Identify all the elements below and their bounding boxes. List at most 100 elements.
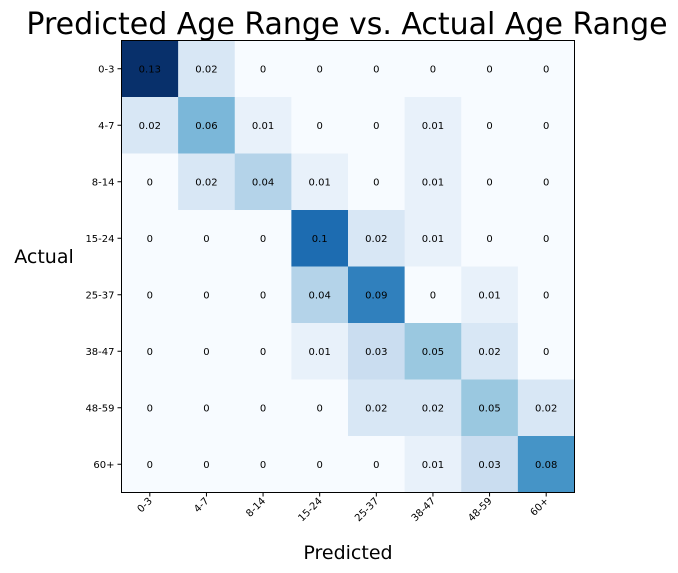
heatmap-cell	[291, 323, 349, 380]
cell-value-label: 0.13	[139, 64, 161, 75]
cell-value-label: 0	[147, 290, 153, 301]
x-tick-label: 8-14	[244, 496, 268, 520]
cell-value-label: 0	[147, 234, 153, 245]
y-tick-label: 25-37	[85, 290, 114, 301]
cell-value-label: 0.03	[478, 460, 500, 471]
y-axis-ticks: 0-3 4-7 8-14 15-24 25-37 38-47 48-59 60+	[85, 64, 122, 471]
cell-value-label: 0.05	[422, 347, 444, 358]
heatmap-cell	[461, 266, 519, 324]
y-tick-label: 15-24	[85, 234, 114, 245]
y-tick-label: 60+	[93, 460, 114, 471]
cell-value-label: 0.02	[195, 64, 217, 75]
heatmap-cell	[517, 40, 575, 98]
x-tick-label: 38-47	[410, 496, 438, 524]
x-tick-label: 15-24	[296, 496, 324, 524]
heatmap-cell	[348, 266, 406, 324]
heatmap-cell	[234, 153, 292, 211]
cell-value-label: 0.01	[422, 177, 444, 188]
cell-value-label: 0.03	[365, 347, 387, 358]
heatmap-cell	[461, 210, 519, 267]
x-axis-label: Predicted	[303, 542, 392, 564]
cell-value-label: 0	[147, 460, 153, 471]
x-tick-label: 0-3	[136, 496, 155, 515]
plot-frame	[121, 40, 575, 493]
cell-value-label: 0	[260, 403, 266, 414]
heatmap-cell	[234, 323, 292, 380]
heatmap-cell	[121, 323, 179, 380]
cell-value-label: 0.02	[365, 234, 387, 245]
heatmap-cell	[291, 379, 349, 437]
heatmap-cell	[121, 40, 179, 98]
y-tick-label: 0-3	[98, 64, 114, 75]
heatmap-cell	[121, 210, 179, 267]
cell-value-label: 0.01	[309, 347, 331, 358]
cell-value-label: 0.01	[478, 290, 500, 301]
heatmap-cell	[121, 97, 179, 154]
cell-value-label: 0	[203, 234, 209, 245]
cell-value-label: 0	[260, 460, 266, 471]
cell-value-label: 0.06	[195, 121, 217, 132]
heatmap-cells	[121, 40, 575, 493]
cell-value-label: 0	[486, 234, 492, 245]
cell-value-label: 0	[203, 347, 209, 358]
cell-value-label: 0.09	[365, 290, 387, 301]
cell-value-label: 0.02	[139, 121, 161, 132]
x-tick-label: 4-7	[192, 496, 211, 515]
cell-value-label: 0.01	[422, 234, 444, 245]
heatmap-cell	[517, 97, 575, 154]
cell-value-label: 0	[373, 177, 379, 188]
x-tick-label: 25-37	[353, 496, 381, 524]
heatmap-cell	[404, 153, 462, 211]
cell-value-label: 0	[486, 121, 492, 132]
y-tick-label: 38-47	[85, 347, 114, 358]
cell-value-label: 0	[486, 177, 492, 188]
cell-value-label: 0.01	[422, 121, 444, 132]
heatmap-cell	[461, 153, 519, 211]
heatmap-cell	[178, 323, 236, 380]
cell-value-label: 0	[543, 121, 549, 132]
y-tick-label: 4-7	[98, 121, 114, 132]
heatmap-cell	[178, 40, 236, 98]
cell-value-label: 0.08	[535, 460, 557, 471]
heatmap-cell	[348, 436, 406, 493]
heatmap-cell	[517, 379, 575, 437]
cell-value-label: 0.02	[478, 347, 500, 358]
cell-value-label: 0.04	[252, 177, 274, 188]
heatmap-cell	[291, 210, 349, 267]
heatmap-cell	[404, 97, 462, 154]
heatmap-cell	[121, 266, 179, 324]
heatmap-cell	[291, 266, 349, 324]
cell-value-label: 0	[543, 347, 549, 358]
cell-value-label: 0	[260, 64, 266, 75]
chart-title: Predicted Age Range vs. Actual Age Range	[26, 7, 667, 42]
cell-value-label: 0.02	[422, 403, 444, 414]
heatmap-cell	[234, 436, 292, 493]
cell-value-label: 0	[543, 290, 549, 301]
heatmap-cell	[461, 436, 519, 493]
cell-value-label: 0.01	[309, 177, 331, 188]
heatmap-cell	[291, 97, 349, 154]
cell-value-label: 0	[260, 347, 266, 358]
cell-value-label: 0	[543, 64, 549, 75]
cell-value-label: 0	[317, 403, 323, 414]
heatmap-cell	[517, 266, 575, 324]
heatmap-cell-labels: 0.13 0.02 0 0 0 0 0 0 0.02 0.06 0.01 0 0 0.01 0 0 0 0.02 0…	[139, 64, 558, 471]
heatmap-cell	[404, 40, 462, 98]
heatmap-cell	[404, 323, 462, 380]
heatmap-cell	[348, 379, 406, 437]
x-tick-label: 48-59	[466, 496, 494, 524]
heatmap-cell	[234, 40, 292, 98]
y-tick-label: 8-14	[92, 177, 115, 188]
cell-value-label: 0	[373, 121, 379, 132]
heatmap-cell	[178, 210, 236, 267]
heatmap-cell	[291, 153, 349, 211]
heatmap-cell	[404, 436, 462, 493]
heatmap-cell	[348, 153, 406, 211]
cell-value-label: 0	[543, 177, 549, 188]
cell-value-label: 0.05	[478, 403, 500, 414]
heatmap-cell	[291, 436, 349, 493]
cell-value-label: 0.02	[365, 403, 387, 414]
heatmap-cell	[517, 323, 575, 380]
cell-value-label: 0.1	[312, 234, 328, 245]
